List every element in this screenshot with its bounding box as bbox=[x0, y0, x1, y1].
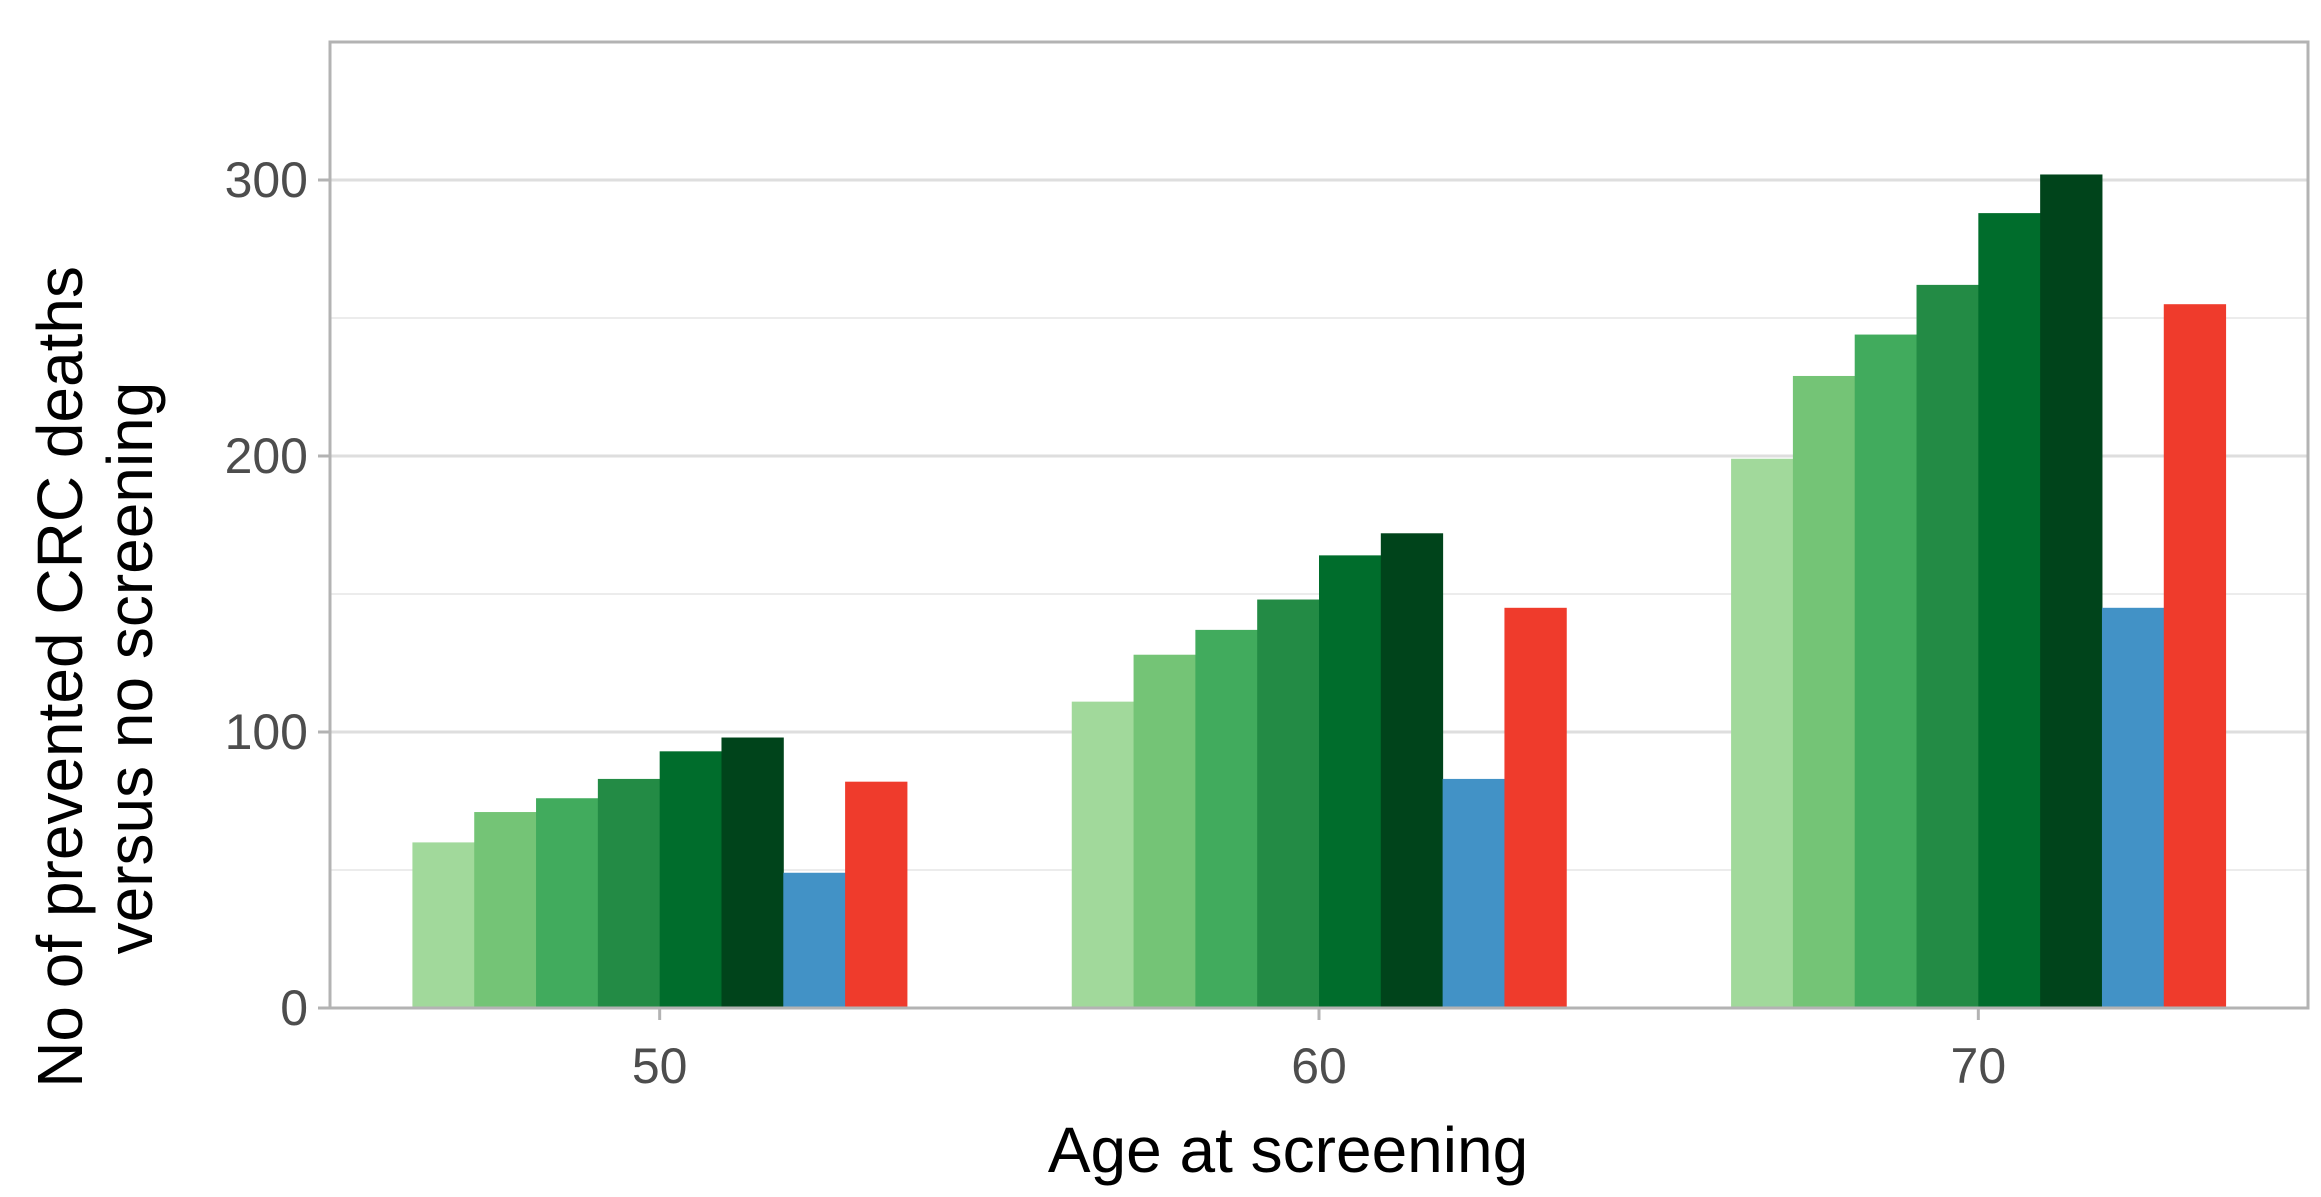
bar bbox=[659, 751, 722, 1008]
bar bbox=[783, 872, 846, 1008]
y-tick-label: 200 bbox=[225, 428, 308, 484]
bar bbox=[1854, 334, 1918, 1008]
bar bbox=[1504, 607, 1567, 1008]
y-tick-label: 100 bbox=[225, 704, 308, 760]
bar bbox=[1978, 213, 2041, 1008]
y-tick-label: 0 bbox=[280, 980, 308, 1036]
y-axis-title-line-2: versus no screening bbox=[94, 382, 166, 955]
y-tick-label: 300 bbox=[225, 152, 308, 208]
bar bbox=[536, 798, 599, 1008]
bar bbox=[1731, 458, 1794, 1008]
bar bbox=[2163, 304, 2227, 1008]
bar bbox=[1319, 555, 1382, 1008]
bar bbox=[474, 812, 537, 1008]
bar bbox=[721, 737, 784, 1008]
bar bbox=[1792, 375, 1856, 1009]
bar bbox=[1133, 654, 1196, 1008]
y-axis-ticks: 0 100 200 300 bbox=[225, 152, 330, 1036]
bar bbox=[2040, 174, 2103, 1009]
bars bbox=[412, 174, 2227, 1009]
y-axis-title-line-1: No of prevented CRC deaths bbox=[24, 266, 96, 1088]
x-tick-label: 50 bbox=[632, 1038, 688, 1094]
bar bbox=[1071, 701, 1135, 1008]
x-axis-title: Age at screening bbox=[1048, 1114, 1528, 1186]
bar bbox=[597, 778, 661, 1008]
bar bbox=[2101, 607, 2165, 1008]
bar bbox=[1916, 284, 1979, 1008]
x-tick-label: 60 bbox=[1291, 1038, 1347, 1094]
bar bbox=[1442, 778, 1505, 1008]
bar bbox=[412, 842, 475, 1008]
x-axis-ticks: 50 60 70 bbox=[632, 1008, 2006, 1094]
bar bbox=[1257, 599, 1320, 1008]
bar bbox=[845, 781, 908, 1008]
y-axis-title: No of prevented CRC deaths versus no scr… bbox=[24, 248, 166, 1088]
bar bbox=[1195, 629, 1258, 1008]
bar bbox=[1380, 533, 1444, 1008]
x-tick-label: 70 bbox=[1951, 1038, 2007, 1094]
